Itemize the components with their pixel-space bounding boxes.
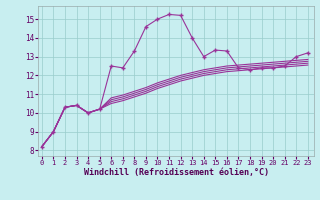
X-axis label: Windchill (Refroidissement éolien,°C): Windchill (Refroidissement éolien,°C) (84, 168, 268, 177)
